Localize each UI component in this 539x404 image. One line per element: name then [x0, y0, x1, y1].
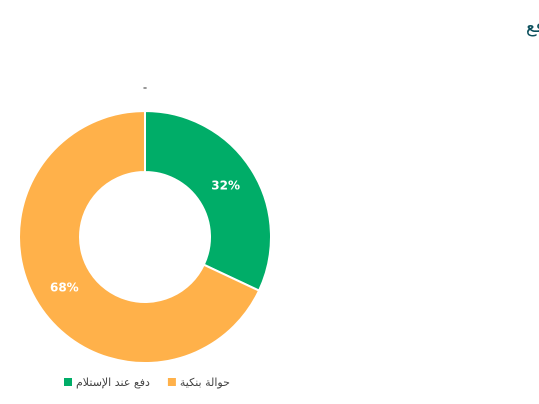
- legend-swatch: [167, 378, 176, 386]
- chart-subtitle: -: [143, 81, 147, 95]
- legend-label: دفع عند الإستلام: [76, 376, 150, 389]
- legend-swatch: [64, 378, 72, 386]
- slice: [144, 109, 272, 292]
- legend-label: حوالة بنكية: [180, 376, 230, 389]
- value-label: 68%: [50, 281, 79, 295]
- slice: [18, 109, 261, 364]
- value-label: 32%: [211, 178, 240, 192]
- chart-title: طرق الدفع: [526, 16, 539, 37]
